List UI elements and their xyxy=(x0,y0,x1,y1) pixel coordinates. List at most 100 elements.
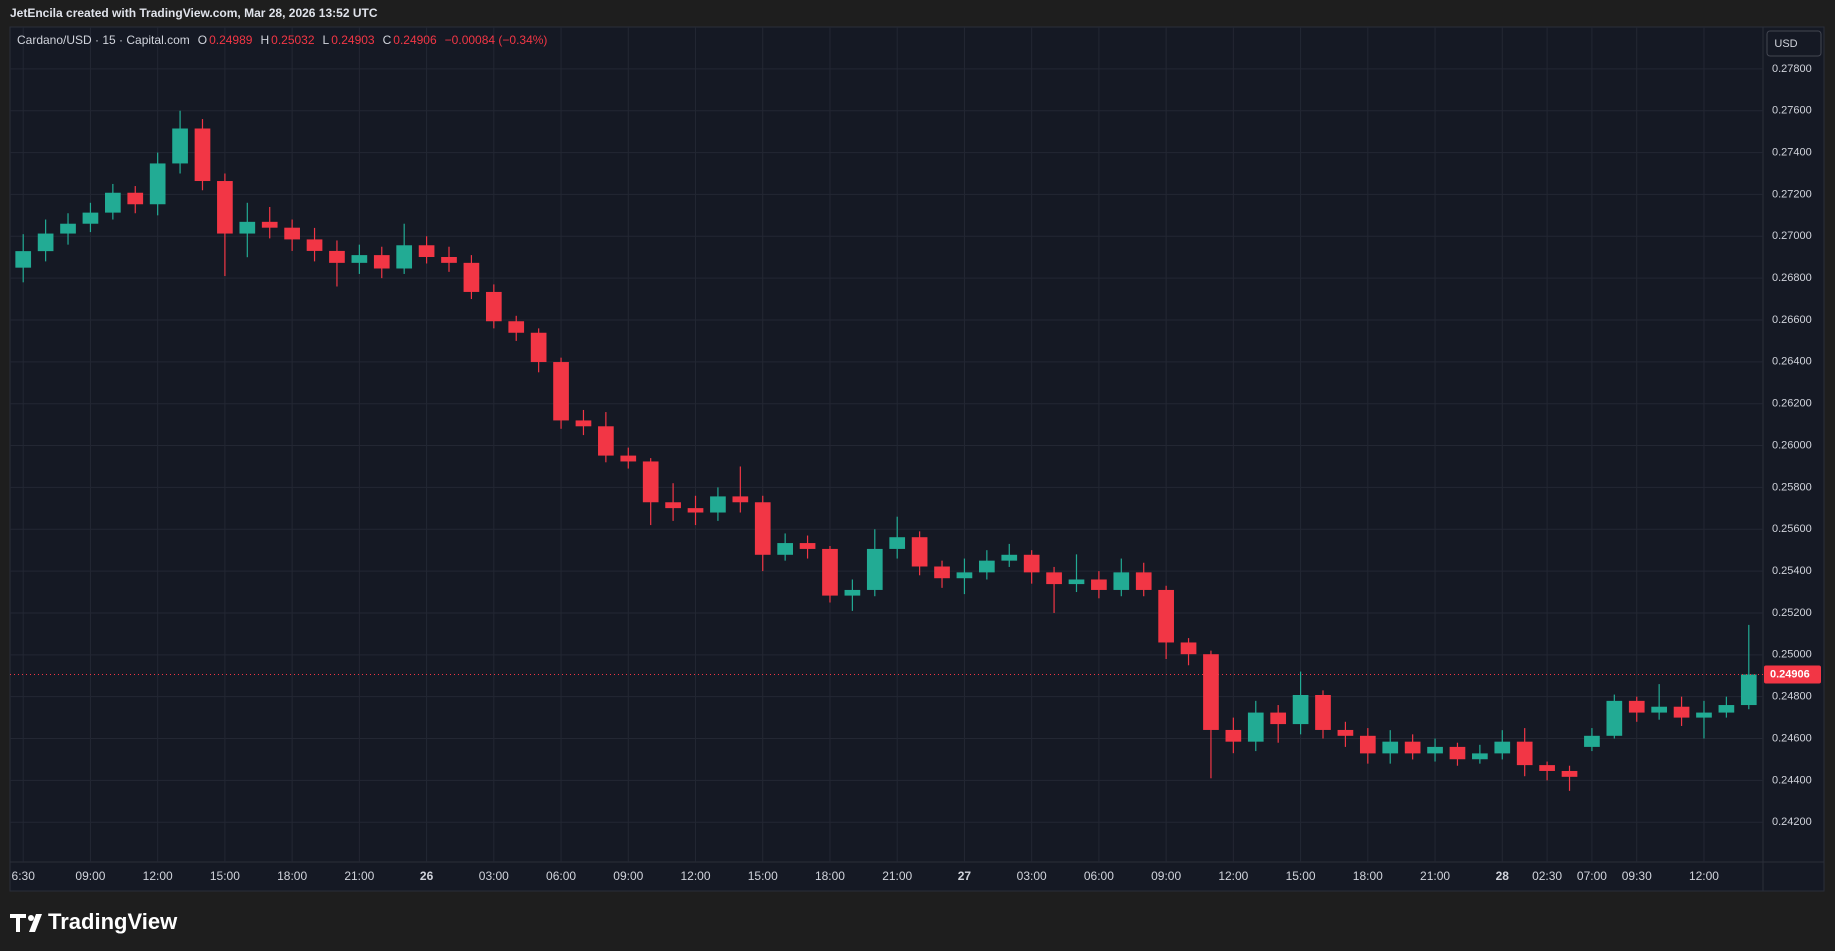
legend-value: 0.24989 xyxy=(209,33,253,47)
candle-body xyxy=(1225,729,1242,742)
x-tick-label: 12:00 xyxy=(1689,869,1719,883)
x-tick-label: 15:00 xyxy=(748,869,778,883)
candle-body xyxy=(1516,741,1533,766)
chart-panel xyxy=(9,26,1825,892)
candle-body xyxy=(1001,554,1018,561)
legend-value: 0.25032 xyxy=(271,33,315,47)
candle-body xyxy=(1113,572,1130,590)
candle-body xyxy=(1091,579,1107,590)
legend-key: O xyxy=(198,33,207,47)
candle-body xyxy=(508,321,525,333)
x-tick-label: 06:00 xyxy=(1084,869,1114,883)
y-tick-label: 0.27800 xyxy=(1772,63,1812,75)
x-tick-label: 09:00 xyxy=(1151,869,1181,883)
candle-body xyxy=(217,181,233,234)
candle-body xyxy=(530,332,547,363)
candle-body xyxy=(687,508,704,513)
x-tick-label: 12:00 xyxy=(143,869,173,883)
last-price-label: 0.24906 xyxy=(1770,668,1810,680)
x-tick-label: 26 xyxy=(420,869,434,883)
candle-body xyxy=(732,496,749,503)
candle-body xyxy=(1247,712,1264,742)
plot: 0.24906 xyxy=(10,110,1821,791)
candle-body xyxy=(329,250,345,263)
candle-body xyxy=(194,128,211,182)
x-tick-label: 12:00 xyxy=(1218,869,1248,883)
x-tick-label: 06:00 xyxy=(546,869,576,883)
candle-body xyxy=(1494,741,1511,754)
candle-body xyxy=(1718,705,1735,713)
x-tick-label: 12:00 xyxy=(680,869,710,883)
x-tick-label: 15:00 xyxy=(1286,869,1316,883)
y-tick-label: 0.24800 xyxy=(1772,691,1812,703)
y-tick-label: 0.27200 xyxy=(1772,188,1812,200)
y-tick-label: 0.25200 xyxy=(1772,607,1812,619)
y-tick-label: 0.24400 xyxy=(1772,774,1812,786)
x-tick-label: 03:00 xyxy=(479,869,509,883)
x-tick-label: 02:30 xyxy=(1532,869,1562,883)
candle-body xyxy=(1046,572,1062,585)
candle-body xyxy=(1449,746,1466,760)
currency-button[interactable] xyxy=(1766,30,1822,57)
logo-mark xyxy=(10,914,26,932)
candle-body xyxy=(956,572,973,579)
x-tick-label: 09:00 xyxy=(75,869,105,883)
candle-body xyxy=(979,560,995,573)
candle-body xyxy=(754,502,771,555)
candle-body xyxy=(1359,735,1376,754)
x-tick-label: 6:30 xyxy=(12,869,36,883)
y-tick-label: 0.27000 xyxy=(1772,230,1812,242)
y-tick-label: 0.27400 xyxy=(1772,146,1812,158)
candle-body xyxy=(1561,770,1578,777)
legend-key: L xyxy=(323,33,330,47)
candle-body xyxy=(60,223,76,234)
candle-body xyxy=(1404,741,1421,754)
candle-body xyxy=(1158,589,1174,643)
x-tick-label: 21:00 xyxy=(882,869,912,883)
candle-body xyxy=(1696,712,1712,718)
candle-body xyxy=(37,233,54,252)
x-tick-label: 21:00 xyxy=(1420,869,1450,883)
x-tick-label: 09:30 xyxy=(1622,869,1652,883)
candle-body xyxy=(553,362,569,421)
candle-body xyxy=(710,496,726,513)
grid: 0.24200 0.24400 0.24600 0.24800 0.25000 0.252… xyxy=(10,27,1812,883)
y-tick-label: 0.26600 xyxy=(1772,314,1812,326)
candle-body xyxy=(418,245,435,257)
legend-value: 0.24906 xyxy=(393,33,437,47)
x-tick-label: 18:00 xyxy=(1353,869,1383,883)
x-tick-label: 18:00 xyxy=(277,869,307,883)
candle-body xyxy=(598,426,614,456)
candle-body xyxy=(1180,642,1197,655)
candle-body xyxy=(105,192,121,213)
candle-body xyxy=(396,245,413,269)
y-tick-label: 0.27600 xyxy=(1772,105,1812,117)
candle-body xyxy=(1427,746,1443,754)
candle-body xyxy=(351,255,368,263)
candle-body xyxy=(1135,572,1152,590)
candle-body xyxy=(149,163,166,205)
y-tick-label: 0.26200 xyxy=(1772,398,1812,410)
candle-body xyxy=(575,420,592,427)
logo-mark xyxy=(28,915,34,921)
y-tick-label: 0.24200 xyxy=(1772,816,1812,828)
candle-body xyxy=(1292,695,1309,725)
candle-body xyxy=(844,589,861,596)
x-tick-label: 07:00 xyxy=(1577,869,1607,883)
candle-body xyxy=(1315,695,1331,730)
currency: USD xyxy=(1774,38,1797,50)
candle-body xyxy=(15,251,32,268)
candle-body xyxy=(620,455,637,462)
candle-body xyxy=(1337,729,1354,736)
attribution: JetEncila created with TradingView.com, … xyxy=(10,6,378,20)
candle-body xyxy=(485,291,502,322)
candle-body xyxy=(1673,706,1690,718)
x-tick-label: 21:00 xyxy=(344,869,374,883)
y-tick-label: 0.25800 xyxy=(1772,481,1812,493)
candle-body xyxy=(1382,741,1399,754)
brand: TradingView xyxy=(48,909,178,934)
x-tick-label: 28 xyxy=(1496,869,1510,883)
candle-body xyxy=(172,128,188,164)
candle-body xyxy=(306,239,323,251)
